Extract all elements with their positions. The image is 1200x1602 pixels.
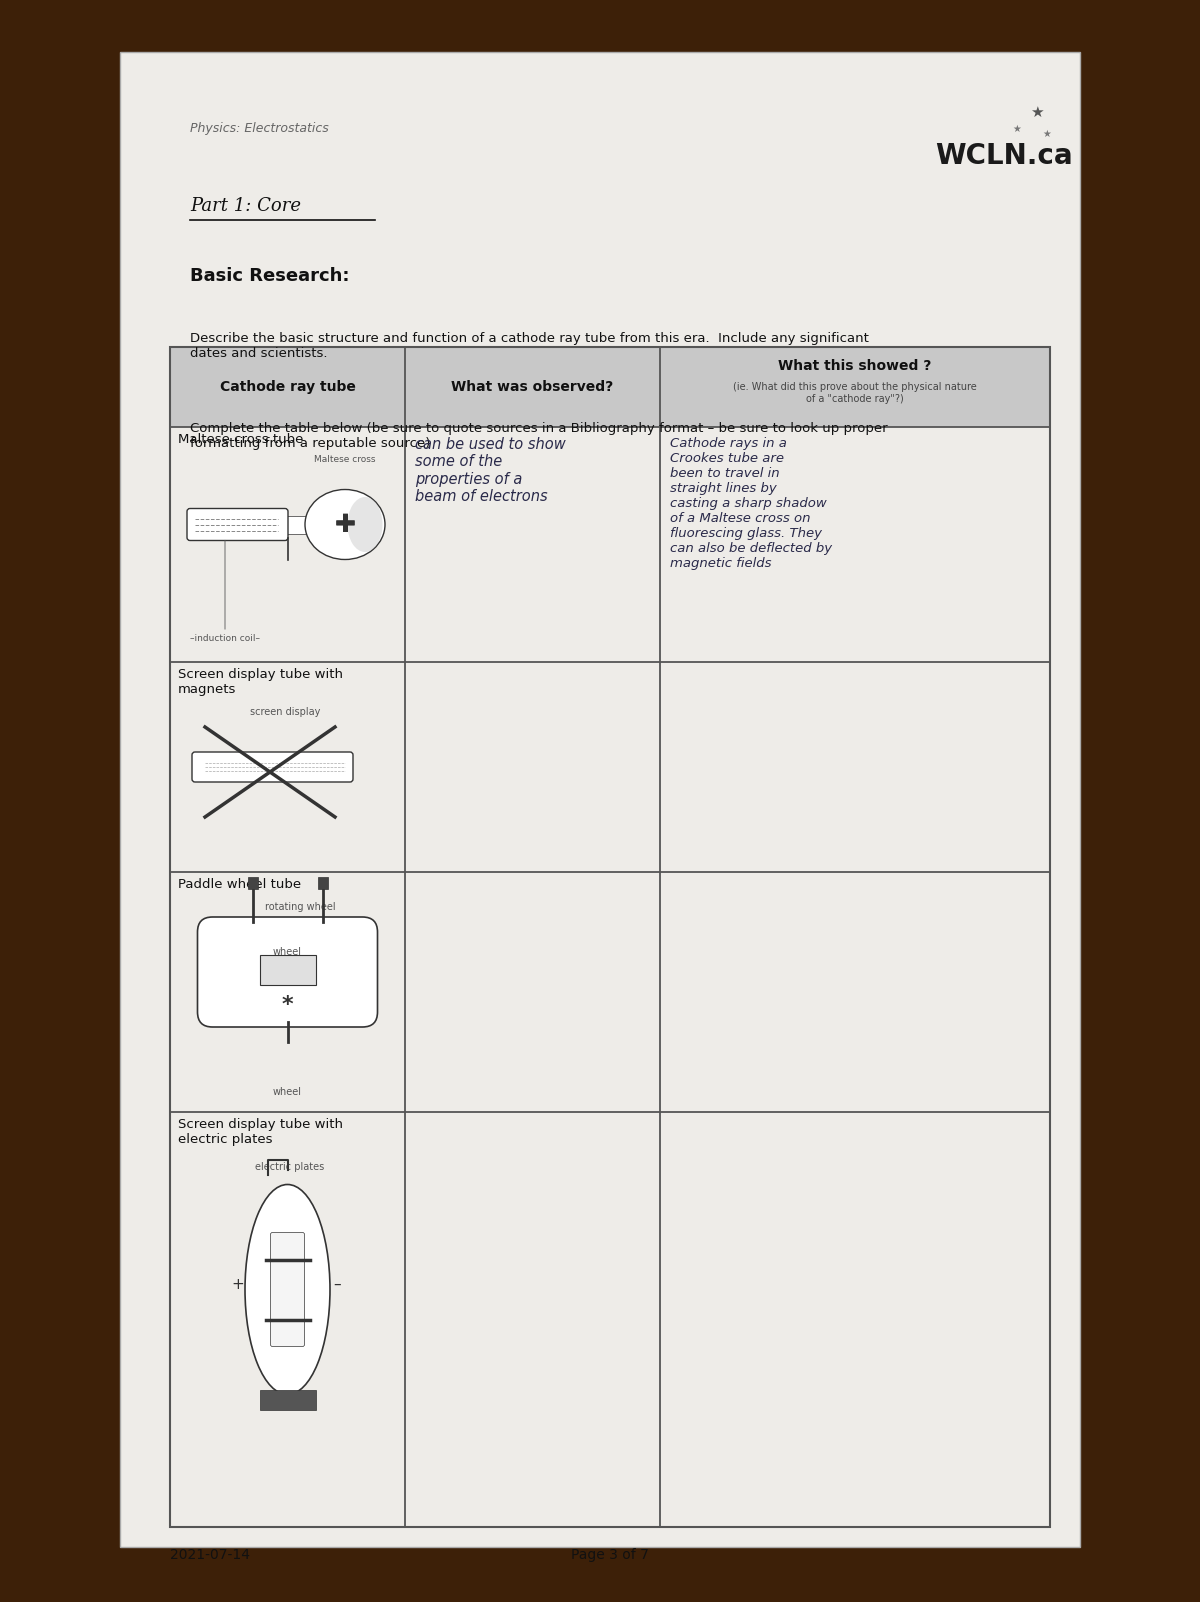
Text: ★: ★: [1012, 123, 1021, 135]
Text: *: *: [282, 995, 293, 1016]
FancyBboxPatch shape: [192, 751, 353, 782]
Text: screen display: screen display: [250, 706, 320, 718]
Text: Screen display tube with
magnets: Screen display tube with magnets: [178, 668, 343, 695]
Bar: [120, 51, 1080, 1548]
Text: 2021-07-14: 2021-07-14: [170, 1548, 250, 1562]
Ellipse shape: [245, 1184, 330, 1394]
Text: wheel: wheel: [274, 947, 302, 956]
Text: –: –: [334, 1277, 341, 1291]
Text: Maltese cross tube: Maltese cross tube: [178, 433, 304, 445]
FancyBboxPatch shape: [198, 916, 378, 1027]
Bar: [259, 1389, 316, 1410]
Text: Cathode ray tube: Cathode ray tube: [220, 380, 355, 394]
Text: Basic Research:: Basic Research:: [190, 268, 349, 285]
Text: electric plates: electric plates: [256, 1161, 325, 1173]
Text: (ie. What did this prove about the physical nature
of a "cathode ray"?): (ie. What did this prove about the physi…: [733, 381, 977, 404]
Ellipse shape: [305, 490, 385, 559]
Text: –induction coil–: –induction coil–: [190, 634, 260, 642]
Text: Cathode rays in a
Crookes tube are
been to travel in
straight lines by
casting a: Cathode rays in a Crookes tube are been …: [670, 437, 832, 570]
Text: Physics: Electrostatics: Physics: Electrostatics: [190, 122, 329, 135]
Text: Paddle wheel tube: Paddle wheel tube: [178, 878, 301, 891]
FancyBboxPatch shape: [187, 508, 288, 540]
Bar: [247, 876, 258, 889]
Text: Screen display tube with
electric plates: Screen display tube with electric plates: [178, 1118, 343, 1145]
Text: +: +: [232, 1277, 244, 1291]
Text: Describe the basic structure and function of a cathode ray tube from this era.  : Describe the basic structure and functio…: [190, 332, 869, 360]
Bar: [170, 348, 1050, 1527]
FancyBboxPatch shape: [270, 1232, 305, 1347]
Bar: [170, 348, 1050, 428]
Text: can be used to show
some of the
properties of a
beam of electrons: can be used to show some of the properti…: [415, 437, 565, 505]
Text: Complete the table below (be sure to quote sources in a Bibliography format – be: Complete the table below (be sure to quo…: [190, 421, 888, 450]
Text: What was observed?: What was observed?: [451, 380, 613, 394]
Text: ★: ★: [1030, 106, 1044, 120]
Text: ✚: ✚: [335, 513, 355, 537]
Text: What this showed ?: What this showed ?: [779, 359, 931, 373]
Text: ★: ★: [1042, 130, 1051, 139]
Text: wheel: wheel: [274, 1088, 302, 1097]
Text: Part 1: Core: Part 1: Core: [190, 197, 301, 215]
Ellipse shape: [348, 497, 383, 553]
Bar: [259, 955, 316, 985]
Text: rotating wheel: rotating wheel: [265, 902, 335, 912]
FancyBboxPatch shape: [282, 516, 310, 533]
Text: ✚: ✚: [335, 513, 355, 537]
Bar: [318, 876, 328, 889]
Text: Maltese cross: Maltese cross: [314, 455, 376, 465]
Text: Page 3 of 7: Page 3 of 7: [571, 1548, 649, 1562]
Text: WCLN.ca: WCLN.ca: [935, 143, 1073, 170]
